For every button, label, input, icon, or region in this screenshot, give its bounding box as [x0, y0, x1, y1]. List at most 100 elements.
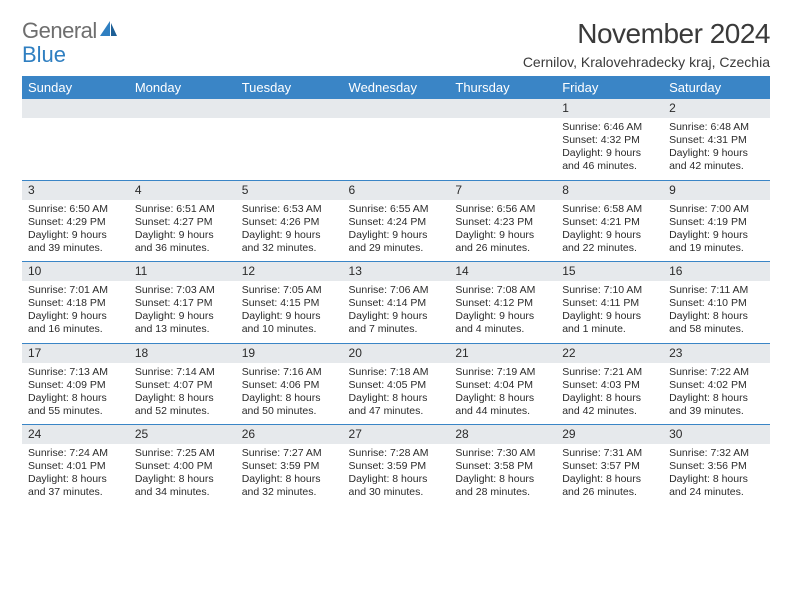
day-cell: [343, 118, 450, 180]
day-number: 8: [556, 180, 663, 200]
day-suninfo: Sunrise: 7:27 AM Sunset: 3:59 PM Dayligh…: [242, 447, 337, 500]
day-cell: Sunrise: 7:24 AM Sunset: 4:01 PM Dayligh…: [22, 444, 129, 506]
week-content-row: Sunrise: 7:13 AM Sunset: 4:09 PM Dayligh…: [22, 363, 770, 425]
day-number: 21: [449, 343, 556, 363]
weekday-sunday: Sunday: [22, 76, 129, 99]
weekday-friday: Friday: [556, 76, 663, 99]
day-suninfo: Sunrise: 7:30 AM Sunset: 3:58 PM Dayligh…: [455, 447, 550, 500]
day-number: 9: [663, 180, 770, 200]
day-cell: Sunrise: 6:58 AM Sunset: 4:21 PM Dayligh…: [556, 200, 663, 262]
logo: General: [22, 18, 119, 44]
logo-text-general: General: [22, 18, 97, 44]
day-cell: Sunrise: 7:14 AM Sunset: 4:07 PM Dayligh…: [129, 363, 236, 425]
day-number: 20: [343, 343, 450, 363]
week-daynum-row: 3456789: [22, 180, 770, 200]
day-number: 26: [236, 425, 343, 445]
day-cell: Sunrise: 6:55 AM Sunset: 4:24 PM Dayligh…: [343, 200, 450, 262]
day-number: 13: [343, 262, 450, 282]
calendar-page: General November 2024 Cernilov, Kraloveh…: [0, 0, 792, 506]
day-number: 28: [449, 425, 556, 445]
weekday-monday: Monday: [129, 76, 236, 99]
day-suninfo: Sunrise: 7:19 AM Sunset: 4:04 PM Dayligh…: [455, 366, 550, 419]
week-daynum-row: 10111213141516: [22, 262, 770, 282]
day-number: 29: [556, 425, 663, 445]
month-title: November 2024: [523, 18, 770, 50]
day-cell: Sunrise: 7:22 AM Sunset: 4:02 PM Dayligh…: [663, 363, 770, 425]
day-number: [343, 99, 450, 118]
day-cell: Sunrise: 7:13 AM Sunset: 4:09 PM Dayligh…: [22, 363, 129, 425]
day-cell: Sunrise: 7:00 AM Sunset: 4:19 PM Dayligh…: [663, 200, 770, 262]
day-suninfo: Sunrise: 7:24 AM Sunset: 4:01 PM Dayligh…: [28, 447, 123, 500]
day-suninfo: Sunrise: 6:53 AM Sunset: 4:26 PM Dayligh…: [242, 203, 337, 256]
day-cell: [129, 118, 236, 180]
day-suninfo: Sunrise: 7:18 AM Sunset: 4:05 PM Dayligh…: [349, 366, 444, 419]
day-suninfo: Sunrise: 7:22 AM Sunset: 4:02 PM Dayligh…: [669, 366, 764, 419]
day-suninfo: Sunrise: 7:13 AM Sunset: 4:09 PM Dayligh…: [28, 366, 123, 419]
weekday-wednesday: Wednesday: [343, 76, 450, 99]
day-cell: Sunrise: 7:32 AM Sunset: 3:56 PM Dayligh…: [663, 444, 770, 506]
day-suninfo: Sunrise: 7:08 AM Sunset: 4:12 PM Dayligh…: [455, 284, 550, 337]
day-suninfo: Sunrise: 7:00 AM Sunset: 4:19 PM Dayligh…: [669, 203, 764, 256]
day-cell: Sunrise: 7:16 AM Sunset: 4:06 PM Dayligh…: [236, 363, 343, 425]
day-suninfo: Sunrise: 6:55 AM Sunset: 4:24 PM Dayligh…: [349, 203, 444, 256]
day-cell: Sunrise: 6:53 AM Sunset: 4:26 PM Dayligh…: [236, 200, 343, 262]
week-daynum-row: 12: [22, 99, 770, 118]
day-number: 19: [236, 343, 343, 363]
day-number: 10: [22, 262, 129, 282]
day-cell: Sunrise: 7:28 AM Sunset: 3:59 PM Dayligh…: [343, 444, 450, 506]
day-suninfo: Sunrise: 7:31 AM Sunset: 3:57 PM Dayligh…: [562, 447, 657, 500]
day-suninfo: Sunrise: 6:46 AM Sunset: 4:32 PM Dayligh…: [562, 121, 657, 174]
day-cell: Sunrise: 6:51 AM Sunset: 4:27 PM Dayligh…: [129, 200, 236, 262]
weekday-saturday: Saturday: [663, 76, 770, 99]
day-cell: Sunrise: 7:25 AM Sunset: 4:00 PM Dayligh…: [129, 444, 236, 506]
day-cell: Sunrise: 7:30 AM Sunset: 3:58 PM Dayligh…: [449, 444, 556, 506]
day-suninfo: Sunrise: 7:14 AM Sunset: 4:07 PM Dayligh…: [135, 366, 230, 419]
day-number: [129, 99, 236, 118]
weekday-thursday: Thursday: [449, 76, 556, 99]
day-suninfo: Sunrise: 7:03 AM Sunset: 4:17 PM Dayligh…: [135, 284, 230, 337]
day-number: 17: [22, 343, 129, 363]
day-suninfo: Sunrise: 7:01 AM Sunset: 4:18 PM Dayligh…: [28, 284, 123, 337]
week-content-row: Sunrise: 7:01 AM Sunset: 4:18 PM Dayligh…: [22, 281, 770, 343]
day-number: 22: [556, 343, 663, 363]
day-number: 18: [129, 343, 236, 363]
calendar-table: Sunday Monday Tuesday Wednesday Thursday…: [22, 76, 770, 506]
day-number: 24: [22, 425, 129, 445]
week-content-row: Sunrise: 6:46 AM Sunset: 4:32 PM Dayligh…: [22, 118, 770, 180]
day-number: 5: [236, 180, 343, 200]
day-number: 3: [22, 180, 129, 200]
day-cell: Sunrise: 7:10 AM Sunset: 4:11 PM Dayligh…: [556, 281, 663, 343]
day-number: 16: [663, 262, 770, 282]
day-number: 2: [663, 99, 770, 118]
sail-icon: [99, 18, 119, 44]
day-number: 25: [129, 425, 236, 445]
day-number: [22, 99, 129, 118]
day-number: 7: [449, 180, 556, 200]
week-content-row: Sunrise: 6:50 AM Sunset: 4:29 PM Dayligh…: [22, 200, 770, 262]
week-daynum-row: 17181920212223: [22, 343, 770, 363]
day-cell: [22, 118, 129, 180]
page-header: General November 2024 Cernilov, Kraloveh…: [22, 18, 770, 70]
day-cell: Sunrise: 7:21 AM Sunset: 4:03 PM Dayligh…: [556, 363, 663, 425]
day-number: 4: [129, 180, 236, 200]
day-cell: [236, 118, 343, 180]
day-cell: Sunrise: 7:27 AM Sunset: 3:59 PM Dayligh…: [236, 444, 343, 506]
logo-text-blue: Blue: [22, 42, 66, 68]
day-number: 15: [556, 262, 663, 282]
day-cell: Sunrise: 7:18 AM Sunset: 4:05 PM Dayligh…: [343, 363, 450, 425]
day-cell: Sunrise: 6:50 AM Sunset: 4:29 PM Dayligh…: [22, 200, 129, 262]
day-suninfo: Sunrise: 7:25 AM Sunset: 4:00 PM Dayligh…: [135, 447, 230, 500]
day-suninfo: Sunrise: 6:50 AM Sunset: 4:29 PM Dayligh…: [28, 203, 123, 256]
day-cell: Sunrise: 7:01 AM Sunset: 4:18 PM Dayligh…: [22, 281, 129, 343]
day-number: 11: [129, 262, 236, 282]
title-block: November 2024 Cernilov, Kralovehradecky …: [523, 18, 770, 70]
day-number: 23: [663, 343, 770, 363]
day-suninfo: Sunrise: 7:11 AM Sunset: 4:10 PM Dayligh…: [669, 284, 764, 337]
week-daynum-row: 24252627282930: [22, 425, 770, 445]
day-suninfo: Sunrise: 6:51 AM Sunset: 4:27 PM Dayligh…: [135, 203, 230, 256]
day-number: 14: [449, 262, 556, 282]
day-cell: Sunrise: 6:48 AM Sunset: 4:31 PM Dayligh…: [663, 118, 770, 180]
day-number: 27: [343, 425, 450, 445]
day-suninfo: Sunrise: 7:05 AM Sunset: 4:15 PM Dayligh…: [242, 284, 337, 337]
day-cell: Sunrise: 6:56 AM Sunset: 4:23 PM Dayligh…: [449, 200, 556, 262]
